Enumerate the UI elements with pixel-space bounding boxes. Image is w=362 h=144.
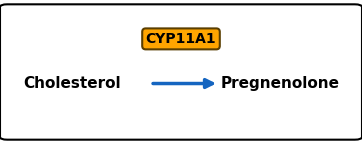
- Text: CYP11A1: CYP11A1: [146, 32, 216, 46]
- FancyBboxPatch shape: [0, 4, 362, 140]
- Text: Cholesterol: Cholesterol: [24, 76, 121, 91]
- Text: Pregnenolone: Pregnenolone: [221, 76, 340, 91]
